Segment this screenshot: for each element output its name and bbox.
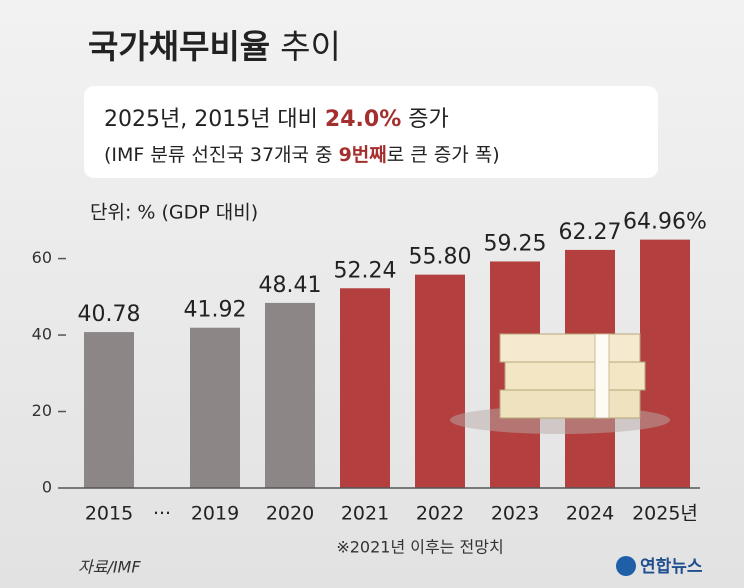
bar: [415, 274, 465, 488]
x-tick-label: 2020: [266, 503, 314, 525]
x-tick-label: 2025년: [632, 503, 698, 525]
value-label: 41.92: [184, 298, 247, 323]
value-label: 62.27: [559, 220, 622, 245]
logo: 연합뉴스: [640, 556, 703, 577]
y-tick-label: 40: [32, 325, 52, 344]
x-tick-label: 2015: [85, 503, 133, 525]
x-tick-label: 2024: [566, 503, 614, 525]
value-label: 64.96%: [623, 210, 707, 235]
y-tick-label: 20: [32, 401, 52, 420]
note: ※2021년 이후는 전망치: [336, 538, 503, 557]
value-label: 59.25: [484, 231, 547, 256]
y-tick-label: 0: [42, 478, 52, 497]
value-label: 48.41: [259, 273, 322, 298]
x-tick-label: 2021: [341, 503, 389, 525]
unit-label: 단위: % (GDP 대비): [90, 202, 258, 224]
y-tick-label: 60: [32, 248, 52, 267]
x-tick-label: 2022: [416, 503, 464, 525]
bar: [190, 327, 240, 488]
bar: [84, 332, 134, 488]
subtitle-text: (IMF 분류 선진국 37개국 중: [104, 144, 339, 166]
logo-icon: [616, 556, 636, 576]
x-tick-label: ···: [153, 503, 171, 525]
value-label: 55.80: [409, 245, 472, 270]
subtitle-highlight: 24.0%: [325, 107, 401, 132]
money-illustration: [450, 333, 670, 434]
subtitle-line: (IMF 분류 선진국 37개국 중 9번째로 큰 증가 폭): [104, 144, 500, 166]
bar: [340, 288, 390, 488]
value-label: 52.24: [334, 258, 397, 283]
source: 자료/IMF: [78, 558, 141, 577]
value-label: 40.78: [78, 302, 141, 327]
title-main: 국가채무비율: [88, 27, 270, 66]
x-tick-label: 2023: [491, 503, 539, 525]
x-tick-label: 2019: [191, 503, 239, 525]
subtitle-line: 2025년, 2015년 대비 24.0% 증가: [104, 107, 449, 132]
subtitle-text: 로 큰 증가 폭): [387, 144, 500, 166]
subtitle-text: 증가: [401, 107, 448, 132]
subtitle-highlight: 9번째: [339, 144, 387, 166]
subtitle-box: [84, 86, 658, 178]
chart-title: 국가채무비율 추이: [88, 27, 341, 66]
subtitle-text: 2025년, 2015년 대비: [104, 107, 325, 132]
bar: [265, 302, 315, 488]
bar: [640, 239, 690, 488]
title-suffix: 추이: [280, 27, 341, 66]
